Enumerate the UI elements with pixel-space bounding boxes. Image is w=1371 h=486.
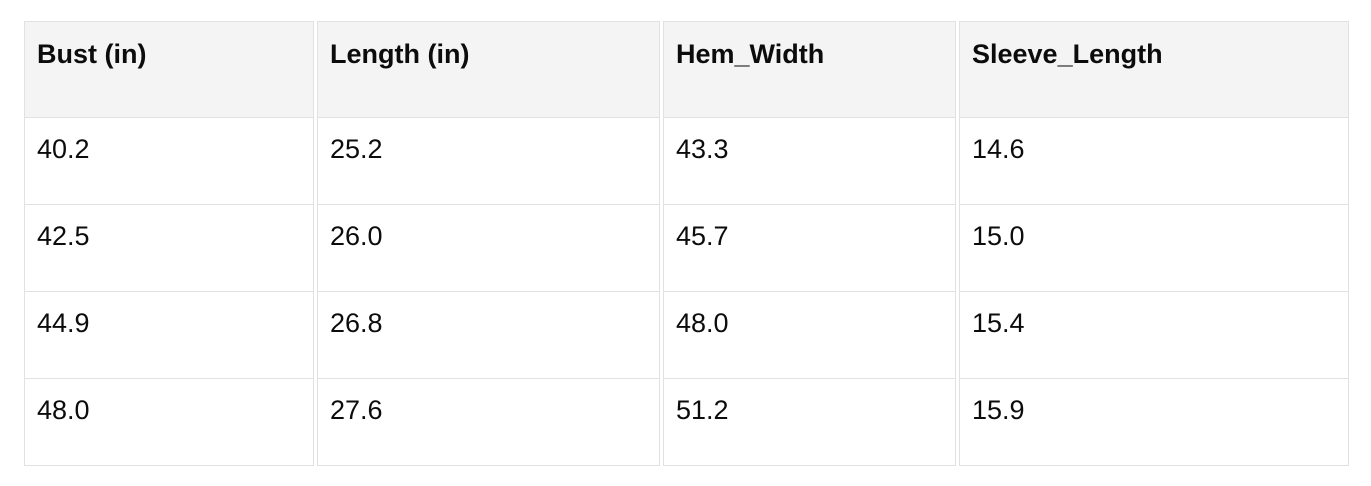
table-cell: 51.2 [663,379,956,466]
table-cell: 27.6 [317,379,660,466]
table-row: 48.0 27.6 51.2 15.9 [24,379,1349,466]
table-cell: 14.6 [959,118,1349,205]
table-cell: 15.9 [959,379,1349,466]
table-cell: 48.0 [663,292,956,379]
column-header-length: Length (in) [317,21,660,118]
measurement-table: Bust (in) Length (in) Hem_Width Sleeve_L… [21,21,1352,466]
table-cell: 15.0 [959,205,1349,292]
table-cell: 40.2 [24,118,314,205]
table-row: Bust (in) Length (in) Hem_Width Sleeve_L… [24,21,1349,118]
column-header-sleeve-length: Sleeve_Length [959,21,1349,118]
table-cell: 42.5 [24,205,314,292]
table-cell: 48.0 [24,379,314,466]
table-cell: 43.3 [663,118,956,205]
table-row: 42.5 26.0 45.7 15.0 [24,205,1349,292]
table-cell: 45.7 [663,205,956,292]
table-cell: 15.4 [959,292,1349,379]
column-header-hem-width: Hem_Width [663,21,956,118]
column-header-bust: Bust (in) [24,21,314,118]
table-cell: 26.0 [317,205,660,292]
table-row: 44.9 26.8 48.0 15.4 [24,292,1349,379]
table-cell: 25.2 [317,118,660,205]
table-row: 40.2 25.2 43.3 14.6 [24,118,1349,205]
table-cell: 26.8 [317,292,660,379]
table-cell: 44.9 [24,292,314,379]
table-header-row: Bust (in) Length (in) Hem_Width Sleeve_L… [24,21,1349,118]
